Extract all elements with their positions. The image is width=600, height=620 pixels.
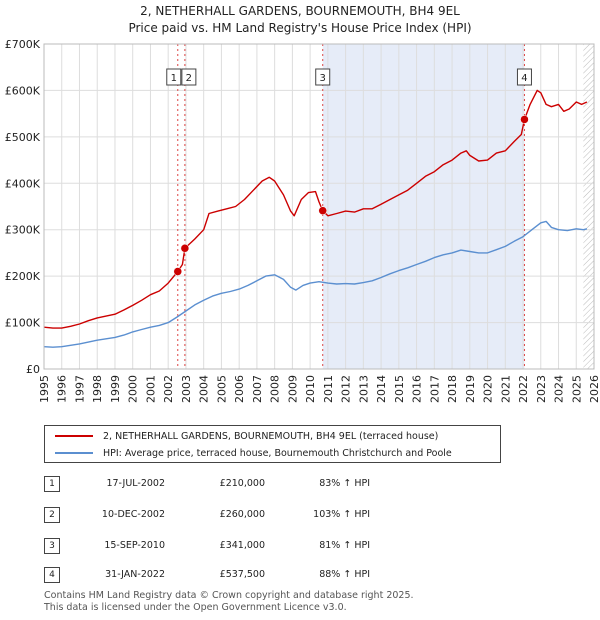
x-tick-label: 2017 xyxy=(428,375,441,403)
sale-point xyxy=(520,115,529,124)
x-tick-label: 1997 xyxy=(73,375,86,403)
transaction-badge: 3 xyxy=(44,538,60,554)
legend-swatch-hpi xyxy=(55,452,93,454)
x-tick-label: 2016 xyxy=(411,375,424,403)
x-tick-label: 2019 xyxy=(464,375,477,403)
x-tick-label: 2008 xyxy=(269,375,282,403)
sale-number-box xyxy=(181,68,197,86)
x-tick-label: 2023 xyxy=(535,375,548,403)
legend-item-property: 2, NETHERHALL GARDENS, BOURNEMOUTH, BH4 … xyxy=(55,428,438,444)
transaction-date: 10-DEC-2002 xyxy=(101,509,165,520)
x-tick-label: 2015 xyxy=(393,375,406,403)
transaction-date: 15-SEP-2010 xyxy=(104,540,165,551)
transaction-row: 3 15-SEP-2010 £341,000 81% ↑ HPI xyxy=(0,538,600,560)
price-chart: £0 £100K £200K £300K £400K £500K £600K £700K 199… xyxy=(5,38,600,403)
y-tick-label: £200K xyxy=(5,270,41,283)
x-tick-label: 2012 xyxy=(340,375,353,403)
x-tick-label: 2010 xyxy=(304,375,317,403)
legend-swatch-property xyxy=(55,435,93,437)
x-tick-label: 1995 xyxy=(38,375,51,403)
x-tick-label: 2024 xyxy=(553,375,566,403)
transaction-row: 2 10-DEC-2002 £260,000 103% ↑ HPI xyxy=(0,507,600,529)
transaction-hpi-change: 88% ↑ HPI xyxy=(319,569,370,580)
sale-point xyxy=(318,206,327,215)
sale-number-box xyxy=(516,68,532,86)
hpi-line xyxy=(43,220,588,348)
x-tick-label: 2004 xyxy=(198,375,211,403)
chart-title: 2, NETHERHALL GARDENS, BOURNEMOUTH, BH4 … xyxy=(140,4,460,18)
transaction-row: 4 31-JAN-2022 £537,500 88% ↑ HPI xyxy=(0,567,600,589)
transaction-date: 17-JUL-2002 xyxy=(106,478,165,489)
legend-label-hpi: HPI: Average price, terraced house, Bour… xyxy=(103,447,452,459)
x-tick-label: 2007 xyxy=(251,375,264,403)
legend-item-hpi: HPI: Average price, terraced house, Bour… xyxy=(55,445,452,461)
x-tick-label: 2025 xyxy=(570,375,583,403)
transaction-price: £210,000 xyxy=(219,478,265,489)
transaction-hpi-change: 83% ↑ HPI xyxy=(319,478,370,489)
transaction-price: £341,000 xyxy=(219,540,265,551)
transaction-badge: 4 xyxy=(44,567,60,583)
x-tick-label: 2011 xyxy=(322,375,335,403)
transaction-price: £537,500 xyxy=(219,569,265,580)
sale-number-label: 1 xyxy=(171,73,177,84)
transaction-row: 1 17-JUL-2002 £210,000 83% ↑ HPI xyxy=(0,476,600,498)
x-tick-label: 2006 xyxy=(233,375,246,403)
chart-legend: 2, NETHERHALL GARDENS, BOURNEMOUTH, BH4 … xyxy=(44,425,501,463)
transaction-hpi-change: 103% ↑ HPI xyxy=(313,509,370,520)
y-tick-label: £500K xyxy=(5,131,41,144)
transaction-badge: 1 xyxy=(44,476,60,492)
x-tick-label: 2026 xyxy=(588,375,600,403)
sale-number-label: 3 xyxy=(320,73,326,84)
x-tick-label: 2001 xyxy=(144,375,157,403)
footer-licence: This data is licensed under the Open Gov… xyxy=(44,602,347,613)
x-tick-label: 2021 xyxy=(499,375,512,403)
footer-copyright: Contains HM Land Registry data © Crown c… xyxy=(44,590,414,601)
transaction-date: 31-JAN-2022 xyxy=(105,569,165,580)
x-tick-label: 2022 xyxy=(517,375,530,403)
x-tick-label: 2013 xyxy=(357,375,370,403)
sale-point xyxy=(173,267,183,276)
transaction-badge: 2 xyxy=(44,507,60,523)
sale-number-label: 4 xyxy=(521,73,527,84)
x-tick-label: 2002 xyxy=(162,375,175,403)
x-tick-label: 1999 xyxy=(109,375,122,403)
y-tick-label: £400K xyxy=(5,177,41,190)
sale-number-box xyxy=(166,68,182,86)
x-tick-label: 2014 xyxy=(375,375,388,403)
sale-number-box xyxy=(315,68,331,86)
transaction-price: £260,000 xyxy=(219,509,265,520)
transaction-hpi-change: 81% ↑ HPI xyxy=(319,540,370,551)
chart-subtitle: Price paid vs. HM Land Registry's House … xyxy=(128,21,472,35)
x-tick-label: 2003 xyxy=(180,375,193,403)
y-tick-label: £100K xyxy=(5,317,41,330)
y-tick-label: £600K xyxy=(5,84,41,97)
plot-frame xyxy=(43,43,595,370)
x-tick-label: 1996 xyxy=(56,375,69,403)
y-tick-label: £700K xyxy=(5,38,41,51)
future-hatch-region xyxy=(583,44,594,369)
y-tick-label: £0 xyxy=(26,363,40,376)
x-tick-label: 2020 xyxy=(482,375,495,403)
x-tick-label: 2000 xyxy=(127,375,140,403)
x-tick-label: 2018 xyxy=(446,375,459,403)
x-tick-label: 1998 xyxy=(91,375,104,403)
sale-point xyxy=(180,244,190,253)
highlight-region xyxy=(322,44,525,369)
legend-label-property: 2, NETHERHALL GARDENS, BOURNEMOUTH, BH4 … xyxy=(103,430,439,442)
x-tick-label: 2009 xyxy=(286,375,299,403)
x-tick-label: 2005 xyxy=(215,375,228,403)
sale-number-label: 2 xyxy=(186,73,192,84)
y-tick-label: £300K xyxy=(5,224,41,237)
